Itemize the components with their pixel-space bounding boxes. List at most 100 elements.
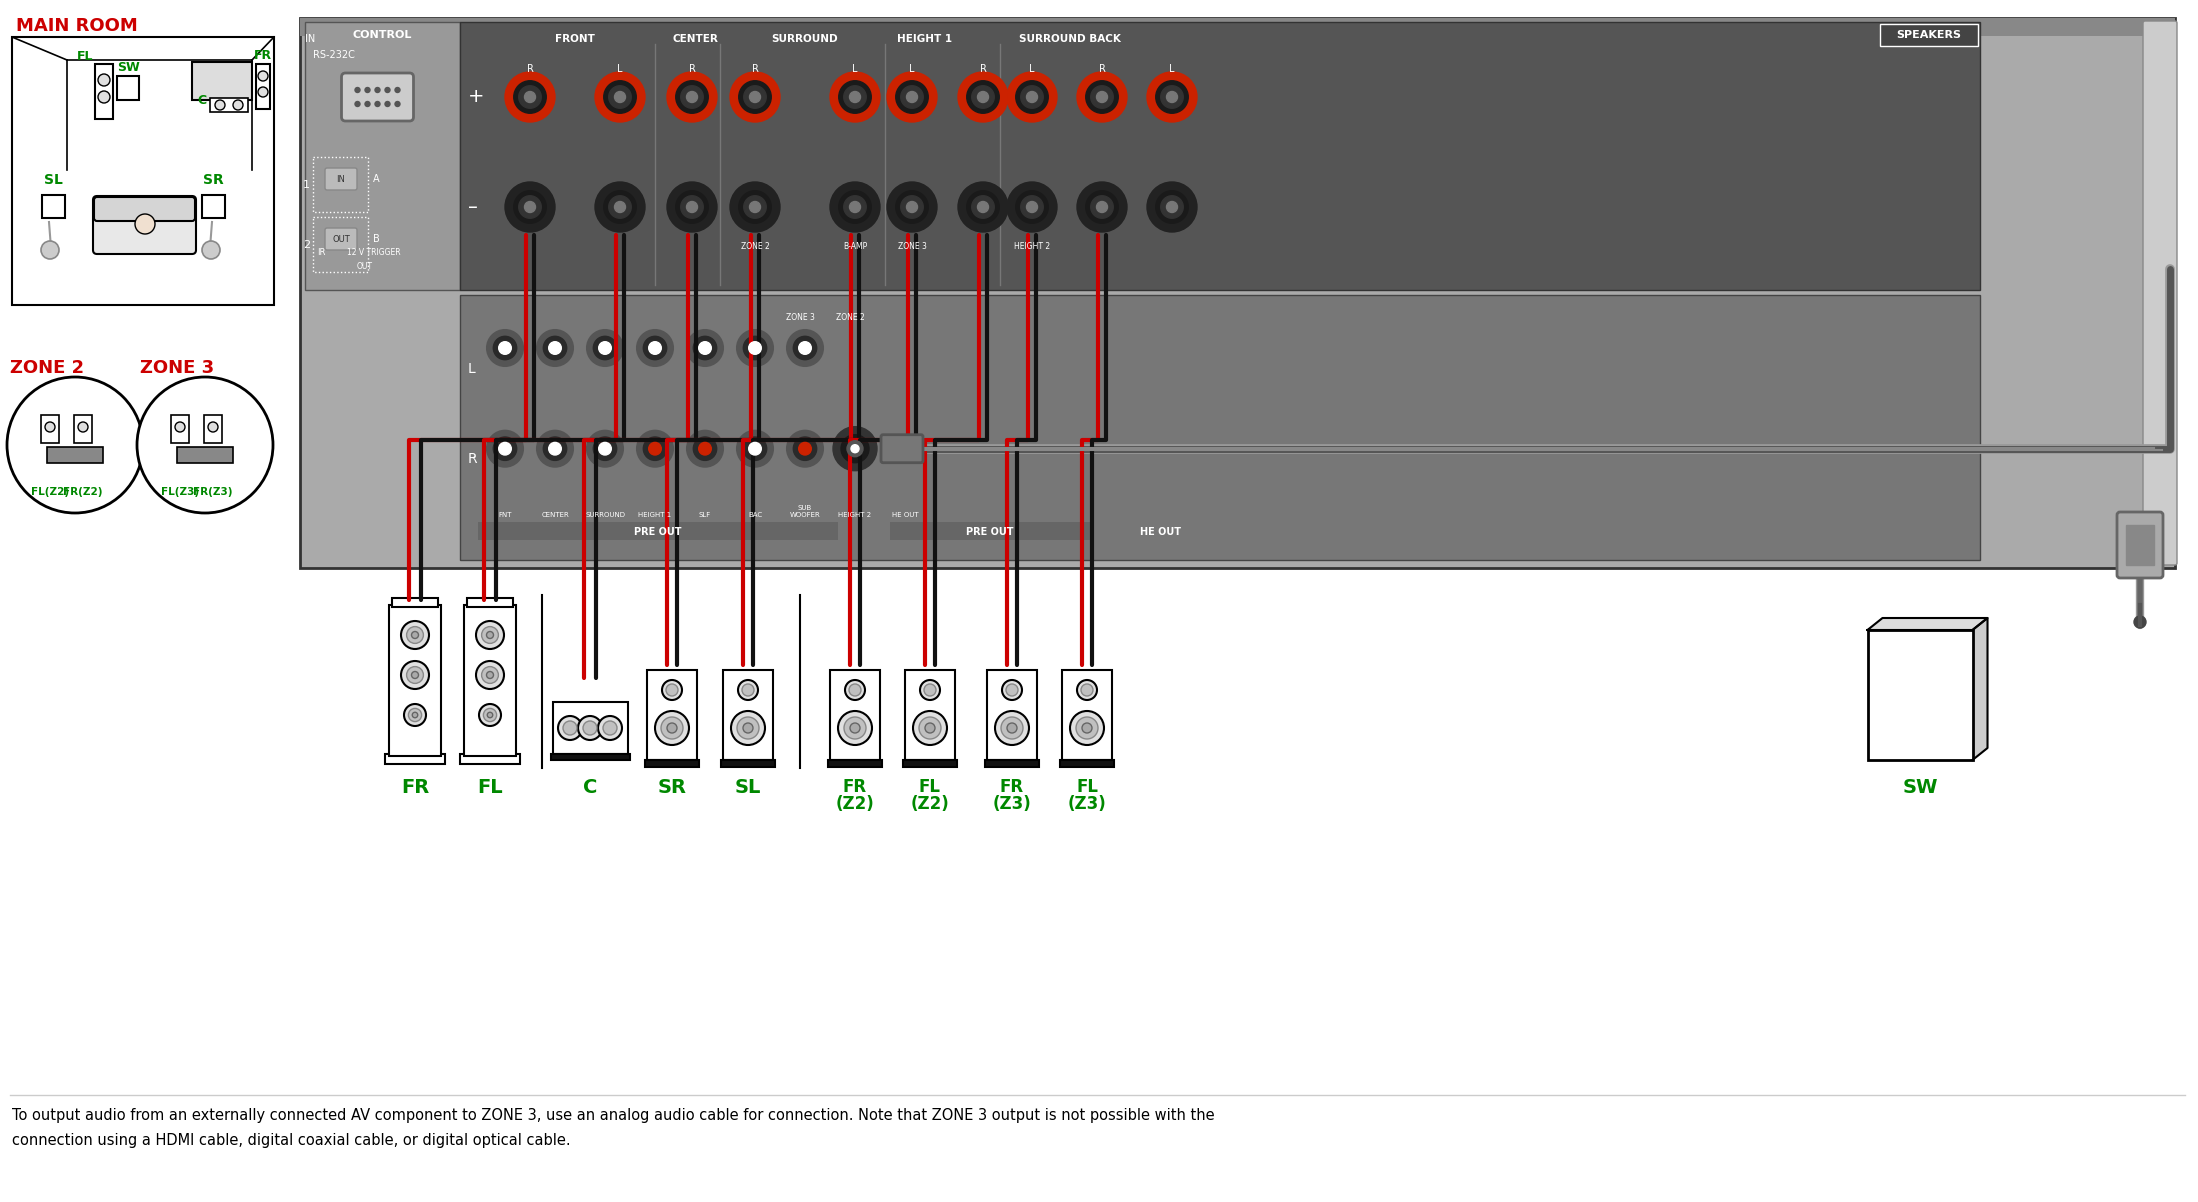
Circle shape (837, 712, 873, 745)
Circle shape (481, 626, 499, 643)
Circle shape (77, 422, 88, 432)
Circle shape (644, 337, 666, 359)
Circle shape (1026, 202, 1037, 213)
Circle shape (1167, 91, 1178, 102)
FancyBboxPatch shape (987, 670, 1037, 760)
Circle shape (477, 661, 503, 689)
Circle shape (798, 341, 811, 355)
Circle shape (848, 684, 862, 696)
Text: SUB
WOOFER: SUB WOOFER (789, 505, 820, 518)
Circle shape (615, 202, 626, 213)
Circle shape (558, 716, 582, 740)
Circle shape (681, 196, 703, 219)
FancyBboxPatch shape (459, 294, 1980, 560)
Circle shape (525, 91, 536, 102)
Circle shape (666, 722, 677, 733)
Circle shape (598, 442, 611, 456)
Circle shape (525, 202, 536, 213)
Circle shape (906, 202, 917, 213)
Circle shape (967, 191, 1000, 224)
Text: connection using a HDMI cable, digital coaxial cable, or digital optical cable.: connection using a HDMI cable, digital c… (11, 1133, 571, 1148)
Circle shape (477, 621, 503, 649)
Circle shape (1090, 85, 1112, 108)
Circle shape (743, 722, 754, 733)
FancyBboxPatch shape (391, 599, 437, 607)
Circle shape (233, 100, 244, 111)
Circle shape (587, 430, 622, 466)
Circle shape (958, 182, 1009, 232)
Text: SURROUND: SURROUND (585, 512, 624, 518)
Text: HEIGHT 2: HEIGHT 2 (837, 512, 873, 518)
Circle shape (1167, 202, 1178, 213)
Text: IN: IN (336, 174, 345, 184)
Circle shape (42, 240, 59, 258)
Circle shape (840, 81, 870, 113)
Circle shape (1081, 722, 1092, 733)
Circle shape (844, 196, 866, 219)
Text: HEIGHT 1: HEIGHT 1 (897, 34, 952, 44)
FancyBboxPatch shape (325, 228, 356, 250)
FancyBboxPatch shape (306, 22, 459, 290)
Circle shape (901, 85, 923, 108)
Polygon shape (1972, 618, 1987, 760)
Circle shape (519, 196, 541, 219)
FancyBboxPatch shape (721, 760, 776, 767)
Circle shape (897, 191, 928, 224)
Circle shape (44, 422, 55, 432)
Circle shape (385, 88, 389, 93)
Text: FNT: FNT (499, 512, 512, 518)
Text: C: C (198, 95, 207, 107)
Circle shape (637, 430, 673, 466)
Text: +: + (468, 88, 484, 107)
Circle shape (609, 196, 631, 219)
Circle shape (743, 337, 767, 359)
FancyBboxPatch shape (255, 64, 270, 109)
Text: SURROUND: SURROUND (771, 34, 837, 44)
Text: CONTROL: CONTROL (354, 30, 413, 40)
Circle shape (176, 422, 185, 432)
Text: SLF: SLF (699, 512, 712, 518)
Text: BAC: BAC (747, 512, 763, 518)
Circle shape (699, 442, 712, 456)
Text: HEIGHT 2: HEIGHT 2 (1013, 242, 1051, 251)
Circle shape (257, 71, 268, 81)
FancyBboxPatch shape (829, 760, 881, 767)
FancyBboxPatch shape (890, 522, 1090, 540)
Circle shape (411, 672, 418, 678)
Circle shape (1161, 196, 1183, 219)
Text: L: L (1029, 64, 1035, 75)
Text: FR: FR (255, 49, 273, 63)
Circle shape (481, 667, 499, 684)
Circle shape (1090, 196, 1112, 219)
Circle shape (356, 101, 360, 107)
Circle shape (615, 91, 626, 102)
Circle shape (1020, 85, 1044, 108)
Circle shape (732, 712, 765, 745)
Text: B-AMP: B-AMP (842, 242, 868, 251)
Circle shape (888, 72, 936, 121)
Circle shape (2134, 615, 2145, 627)
Circle shape (793, 438, 818, 460)
FancyBboxPatch shape (550, 754, 629, 760)
Circle shape (750, 341, 761, 355)
Circle shape (99, 75, 110, 87)
FancyBboxPatch shape (42, 415, 59, 444)
Circle shape (662, 718, 684, 739)
Circle shape (699, 341, 712, 355)
Circle shape (486, 631, 495, 638)
Circle shape (488, 430, 523, 466)
Circle shape (692, 337, 717, 359)
Circle shape (1086, 191, 1119, 224)
Polygon shape (42, 195, 66, 218)
Circle shape (648, 442, 662, 456)
FancyBboxPatch shape (11, 37, 275, 305)
Circle shape (499, 442, 512, 456)
Text: L: L (853, 64, 857, 75)
Text: CENTER: CENTER (541, 512, 569, 518)
Circle shape (787, 430, 822, 466)
Circle shape (602, 721, 618, 734)
Circle shape (655, 712, 688, 745)
Text: SW: SW (116, 61, 138, 75)
Circle shape (972, 196, 993, 219)
Text: A: A (374, 174, 380, 184)
